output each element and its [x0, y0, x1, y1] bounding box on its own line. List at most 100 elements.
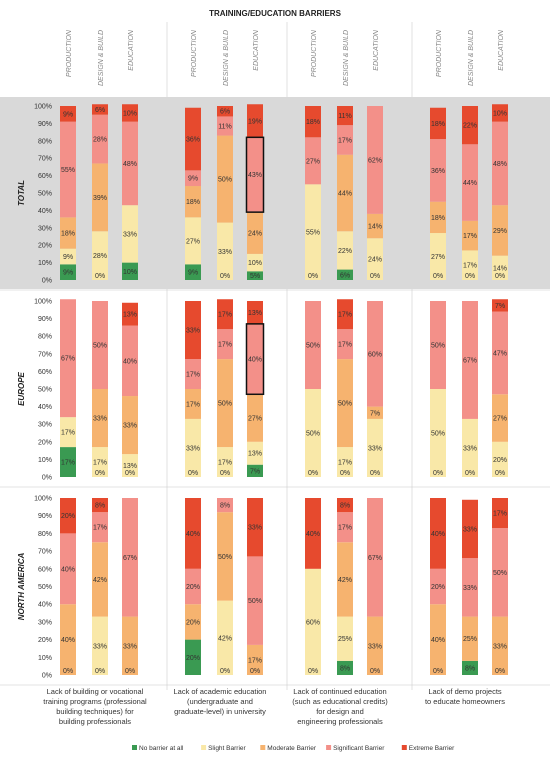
bar-segment: [367, 106, 383, 214]
data-label: 6%: [220, 109, 230, 116]
data-label: 18%: [431, 215, 445, 222]
data-label: 50%: [493, 570, 507, 577]
data-label-zero: 0%: [125, 470, 135, 477]
data-label: 55%: [306, 230, 320, 237]
data-label: 9%: [188, 270, 198, 277]
bar-segment: [92, 231, 108, 280]
data-label: 17%: [338, 312, 352, 319]
data-label: 50%: [306, 343, 320, 350]
bar-header-label: DESIGN & BUILD: [343, 30, 350, 86]
data-label: 44%: [338, 191, 352, 198]
bar-segment: [60, 248, 76, 265]
data-label: 9%: [63, 111, 73, 118]
bar-segment: [492, 394, 508, 442]
data-label: 10%: [493, 110, 507, 117]
data-label-zero: 0%: [220, 273, 230, 280]
bar-segment: [367, 498, 383, 617]
bar-segment: [60, 604, 76, 675]
data-label: 22%: [338, 248, 352, 255]
legend-swatch: [326, 745, 332, 750]
bar-segment: [60, 447, 76, 477]
y-tick-label: 70%: [38, 156, 52, 163]
data-label: 40%: [61, 637, 75, 644]
data-label: 48%: [493, 161, 507, 168]
bar-segment: [305, 498, 321, 569]
bar-segment: [247, 212, 263, 254]
data-label: 60%: [368, 351, 382, 358]
data-label: 8%: [95, 503, 105, 510]
data-label: 44%: [463, 180, 477, 187]
y-tick-label: 80%: [38, 138, 52, 145]
data-label: 17%: [218, 342, 232, 349]
data-label: 20%: [186, 619, 200, 626]
bar-segment: [367, 406, 383, 419]
data-label: 24%: [368, 257, 382, 264]
bar-segment: [247, 253, 263, 272]
data-label: 33%: [493, 643, 507, 650]
data-label: 33%: [368, 643, 382, 650]
bar-segment: [337, 269, 353, 280]
y-tick-label: 100%: [34, 496, 52, 503]
data-label: 17%: [93, 525, 107, 532]
bar-segment: [122, 205, 138, 263]
bar-segment: [337, 329, 353, 360]
y-tick-label: 20%: [38, 439, 52, 446]
bar-segment: [247, 498, 263, 557]
data-label: 13%: [123, 463, 137, 470]
data-label: 33%: [93, 643, 107, 650]
y-tick-label: 40%: [38, 208, 52, 215]
data-label: 43%: [248, 172, 262, 179]
data-label: 17%: [248, 657, 262, 664]
bar-segment: [122, 396, 138, 455]
bar-header-label: DESIGN & BUILD: [223, 30, 230, 86]
bar-segment: [60, 498, 76, 534]
bar-segment: [492, 121, 508, 206]
bar-segment: [337, 542, 353, 617]
bar-segment: [60, 533, 76, 605]
data-label: 20%: [186, 584, 200, 591]
chart-panels: TOTAL 0% 10% 20% 30% 40% 50% 60% 70% 80% 90% 100% 9%…: [0, 97, 550, 686]
data-label-zero: 0%: [495, 668, 505, 675]
data-label: 33%: [123, 231, 137, 238]
y-tick-label: 40%: [38, 404, 52, 411]
data-label: 17%: [493, 511, 507, 518]
data-label: 5%: [250, 273, 260, 280]
data-label: 24%: [248, 231, 262, 238]
data-label: 11%: [338, 113, 352, 120]
bar-segment: [305, 184, 321, 280]
bar-segment: [462, 250, 478, 280]
bar-segment: [217, 512, 233, 601]
data-label: 14%: [493, 265, 507, 272]
bar-segment: [217, 498, 233, 513]
data-label: 40%: [123, 358, 137, 365]
data-label: 40%: [248, 357, 262, 364]
category-label: engineering professionals: [297, 717, 383, 726]
bar-segment: [337, 660, 353, 675]
data-label: 40%: [61, 566, 75, 573]
data-label: 50%: [431, 343, 445, 350]
bar-segment: [430, 233, 446, 280]
data-label: 60%: [306, 619, 320, 626]
bar-segment: [462, 220, 478, 251]
legend-swatch: [132, 745, 137, 750]
data-label: 33%: [463, 526, 477, 533]
bar-segment: [462, 144, 478, 221]
data-label: 36%: [431, 168, 445, 175]
data-label: 11%: [218, 124, 232, 131]
data-label: 27%: [306, 158, 320, 165]
bar-segment: [462, 301, 478, 419]
data-label: 42%: [218, 635, 232, 642]
bar-segment: [492, 528, 508, 617]
data-label: 27%: [493, 416, 507, 423]
data-label: 18%: [186, 199, 200, 206]
bar-segment: [92, 163, 108, 232]
data-label: 40%: [306, 531, 320, 538]
data-label: 33%: [123, 423, 137, 430]
category-label: (such as educational credits): [292, 697, 388, 706]
bar-segment: [430, 301, 446, 389]
bar-segment: [92, 389, 108, 448]
bar-segment: [247, 394, 263, 442]
data-label: 28%: [93, 137, 107, 144]
category-label: Lack of continued education: [293, 687, 386, 696]
